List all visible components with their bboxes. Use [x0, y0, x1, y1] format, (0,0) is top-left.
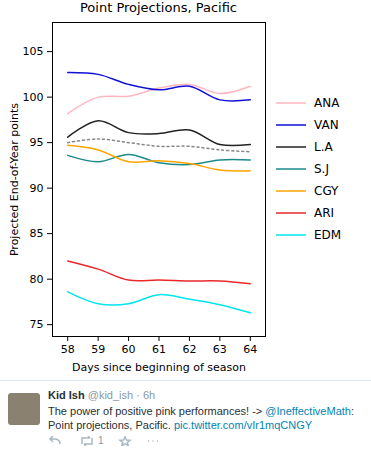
html-text:The power of positive pink per: The power of positive pink performances!… [48, 405, 354, 431]
svg-text:58: 58 [61, 343, 75, 356]
html-text:Point Projections, Pacific: Point Projections, Pacific [80, 0, 237, 15]
html-text:ANA: ANA [314, 96, 340, 110]
svg-text:80: 80 [30, 273, 44, 286]
html-text:EDM: EDM [314, 228, 342, 242]
html-text:S.J: S.J [314, 162, 329, 176]
svg-text:85: 85 [30, 227, 44, 240]
svg-text:Days since beginning of season: Days since beginning of season [72, 361, 246, 374]
html-text:L.A: L.A [314, 140, 333, 154]
svg-text:63: 63 [213, 343, 227, 356]
svg-text:100: 100 [23, 91, 44, 104]
svg-text:105: 105 [23, 45, 44, 58]
svg-text:64: 64 [243, 343, 257, 356]
html-text:1: 1 [98, 435, 104, 446]
svg-text:62: 62 [182, 343, 196, 356]
html-text:VAN: VAN [314, 118, 339, 132]
svg-text:75: 75 [30, 318, 44, 331]
svg-text:60: 60 [122, 343, 136, 356]
svg-text:95: 95 [30, 136, 44, 149]
svg-text:90: 90 [30, 182, 44, 195]
svg-text:61: 61 [152, 343, 166, 356]
html-text:CGY: CGY [314, 184, 339, 198]
html-text:ARI: ARI [314, 206, 335, 220]
svg-text:59: 59 [91, 343, 105, 356]
svg-text:Projected End-of-Year points: Projected End-of-Year points [8, 103, 21, 256]
html-text:Kid Ish @kid_ish · 6h: Kid Ish @kid_ish · 6h [48, 389, 156, 401]
